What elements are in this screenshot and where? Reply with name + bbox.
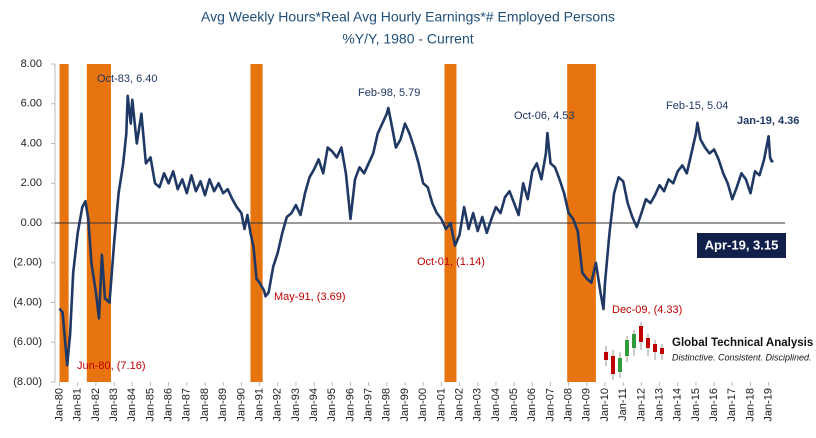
x-tick-label: Jan-18: [744, 388, 756, 422]
x-tick-label: Jan-92: [272, 388, 284, 422]
x-tick-label: Jan-95: [326, 388, 338, 422]
annotation-box: [697, 233, 786, 258]
x-tick-label: Jan-80: [53, 388, 65, 422]
x-tick-label: Jan-15: [690, 388, 702, 422]
x-tick-label: Jan-93: [290, 388, 302, 422]
x-tick-label: Jan-04: [490, 388, 502, 422]
x-tick-label: Jan-83: [108, 388, 120, 422]
x-tick-label: Jan-19: [763, 388, 775, 422]
x-tick-label: Jan-11: [617, 388, 629, 421]
x-tick-label: Jan-86: [163, 388, 175, 422]
x-tick-label: Jan-82: [90, 388, 102, 422]
annotation: Apr-19, 3.15: [705, 237, 779, 252]
annotation: May-91, (3.69): [274, 291, 346, 303]
x-tick-label: Jan-01: [435, 388, 447, 422]
chart-subtitle: %Y/Y, 1980 - Current: [342, 31, 473, 47]
x-tick-label: Jan-14: [672, 388, 684, 422]
x-tick-label: Jan-00: [417, 388, 429, 422]
x-tick-label: Jan-99: [399, 388, 411, 422]
x-tick-label: Jan-85: [144, 388, 156, 422]
x-tick-label: Jan-91: [253, 388, 265, 422]
y-tick-label: 4.00: [21, 137, 42, 149]
x-tick-label: Jan-03: [472, 388, 484, 422]
x-tick-label: Jan-07: [544, 388, 556, 422]
x-tick-label: Jan-06: [526, 388, 538, 422]
logo-tagline: Distinctive. Consistent. Disciplined.: [672, 352, 812, 362]
x-tick-label: Jan-17: [726, 388, 738, 422]
annotation: Feb-15, 5.04: [666, 100, 728, 112]
annotation: Feb-98, 5.79: [358, 87, 420, 99]
x-tick-label: Jan-12: [635, 388, 647, 422]
x-tick-label: Jan-89: [217, 388, 229, 422]
annotation: Oct-83, 6.40: [97, 73, 158, 85]
chart-title: Avg Weekly Hours*Real Avg Hourly Earning…: [201, 9, 615, 25]
x-tick-label: Jan-10: [599, 388, 611, 422]
y-tick-label: 2.00: [21, 177, 42, 189]
x-tick-label: Jan-84: [126, 388, 138, 422]
annotation: Oct-06, 4.53: [514, 110, 575, 122]
annotation: Oct-01, (1.14): [417, 256, 485, 268]
y-tick-label: (4.00): [13, 296, 42, 308]
logo-name: Global Technical Analysis: [672, 337, 813, 349]
x-tick-label: Jan-96: [344, 388, 356, 422]
y-tick-label: (8.00): [13, 376, 42, 388]
x-tick-label: Jan-08: [563, 388, 575, 422]
y-tick-label: 6.00: [21, 98, 42, 110]
x-tick-label: Jan-94: [308, 388, 320, 422]
x-tick-label: Jan-02: [453, 388, 465, 422]
x-tick-label: Jan-88: [199, 388, 211, 422]
x-tick-label: Jan-97: [363, 388, 375, 422]
x-tick-label: Jan-13: [653, 388, 665, 422]
x-tick-label: Jan-81: [72, 388, 84, 422]
annotation: Jun-80, (7.16): [77, 360, 145, 372]
y-tick-label: 8.00: [21, 58, 42, 70]
x-tick-label: Jan-98: [381, 388, 393, 422]
x-tick-label: Jan-87: [181, 388, 193, 422]
y-tick-label: 0.00: [21, 217, 42, 229]
x-tick-label: Jan-90: [235, 388, 247, 422]
logo-icon: [604, 322, 664, 380]
annotation: Jan-19, 4.36: [737, 115, 799, 127]
x-tick-label: Jan-09: [581, 388, 593, 422]
y-tick-label: (2.00): [13, 257, 42, 269]
x-tick-label: Jan-05: [508, 388, 520, 422]
x-tick-label: Jan-16: [708, 388, 720, 422]
data-line: [58, 94, 774, 367]
annotation: Dec-09, (4.33): [612, 304, 682, 316]
y-tick-label: (6.00): [13, 336, 42, 348]
